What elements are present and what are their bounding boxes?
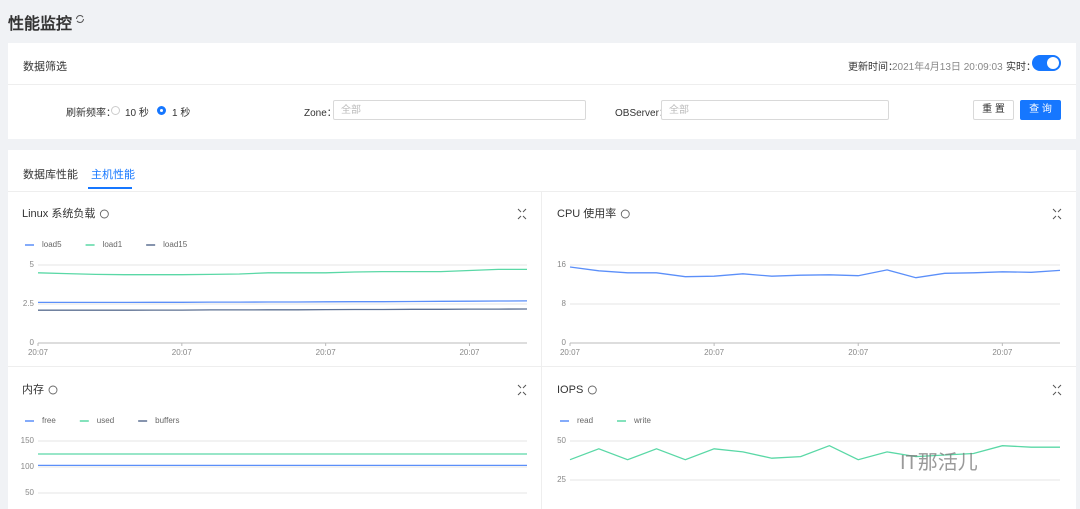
radio-label[interactable]: 10 秒 <box>125 108 149 119</box>
y-tick-label: 0 <box>562 338 567 347</box>
x-tick-label: 20:07 <box>560 348 581 357</box>
content-panel: 数据库性能 主机性能 <box>8 150 1076 509</box>
expand-icon[interactable] <box>517 384 527 396</box>
legend-label: load5 <box>42 240 62 249</box>
radio[interactable] <box>111 106 120 115</box>
radio-selected[interactable] <box>157 106 166 115</box>
chart-title: IOPS <box>557 384 583 396</box>
divider <box>8 191 1076 192</box>
reset-button[interactable]: 重 置 <box>973 100 1014 120</box>
filter-title: 数据筛选 <box>23 61 67 73</box>
zone-select[interactable]: 全部 <box>333 100 586 120</box>
realtime-label: 实时： <box>1006 62 1036 73</box>
x-tick-label: 20:07 <box>704 348 725 357</box>
y-tick-label: 150 <box>21 436 35 445</box>
x-tick-label: 20:07 <box>459 348 480 357</box>
x-tick-label: 20:07 <box>848 348 869 357</box>
chart-title: CPU 使用率 <box>557 206 616 220</box>
filter-panel: 数据筛选 更新时间： 2021年4月13日 20:09:03 实时： 刷新频率：… <box>8 43 1076 139</box>
chart-panel: IOPSreadwrite02550 <box>557 384 1062 484</box>
expand-icon[interactable] <box>1052 384 1062 396</box>
divider <box>8 84 1076 85</box>
y-tick-label: 0 <box>30 338 35 347</box>
tab-ink <box>88 187 132 189</box>
legend-label: load15 <box>163 240 188 249</box>
series-line <box>569 444 1060 461</box>
y-tick-label: 50 <box>25 488 34 497</box>
series-line <box>38 308 528 311</box>
y-tick-label: 25 <box>557 475 566 484</box>
series-line <box>37 268 527 276</box>
x-tick-label: 20:07 <box>992 348 1013 357</box>
radio-label[interactable]: 1 秒 <box>172 108 191 119</box>
help-icon <box>620 209 630 219</box>
legend-label: write <box>633 416 651 425</box>
refresh-label: 刷新频率： <box>66 108 116 119</box>
series-line <box>38 300 528 304</box>
expand-icon[interactable] <box>1052 208 1062 220</box>
help-icon <box>587 385 597 395</box>
observer-label: OBServer： <box>615 108 669 119</box>
chart-panel: CPU 使用率 0 8 16 20:07 20:07 20:07 20:07 <box>557 206 1062 357</box>
legend-label: load1 <box>103 240 123 249</box>
zone-label: Zone： <box>304 108 337 119</box>
expand-icon[interactable] <box>517 208 527 220</box>
x-tick-label: 20:07 <box>316 348 337 357</box>
legend-label: read <box>577 416 593 425</box>
tab[interactable]: 数据库性能 <box>23 169 78 181</box>
y-tick-label: 5 <box>30 260 35 269</box>
y-tick-label: 8 <box>562 299 567 308</box>
watermark: IT那活儿 <box>900 452 978 474</box>
chart-panel: 内存freeusedbuffers050100150 <box>21 382 527 497</box>
update-time: 2021年4月13日 20:09:03 <box>892 62 1003 73</box>
legend-label: buffers <box>155 416 179 425</box>
chart-title: Linux 系统负载 <box>22 206 95 220</box>
page-title: 性能监控 <box>8 16 73 33</box>
chart-panel: Linux 系统负载 load5 load1 load15 0 2.5 5 20:07 20:0… <box>22 206 528 357</box>
y-tick-label: 16 <box>557 260 566 269</box>
divider <box>8 366 1076 367</box>
help-icon <box>48 385 58 395</box>
divider <box>541 192 542 509</box>
y-tick-label: 2.5 <box>23 299 35 308</box>
legend-label: free <box>42 416 56 425</box>
realtime-toggle[interactable] <box>1032 55 1062 72</box>
help-icon <box>99 209 109 219</box>
chart-title: 内存 <box>22 382 44 396</box>
refresh-icon[interactable] <box>75 14 85 24</box>
observer-select[interactable]: 全部 <box>661 100 889 120</box>
x-tick-label: 20:07 <box>28 348 49 357</box>
update-label: 更新时间： <box>848 62 898 73</box>
y-tick-label: 100 <box>21 462 35 471</box>
tab-active[interactable]: 主机性能 <box>91 169 135 181</box>
series-line <box>569 266 1061 279</box>
x-tick-label: 20:07 <box>172 348 193 357</box>
legend-label: used <box>97 416 114 425</box>
query-button[interactable]: 查 询 <box>1020 100 1061 120</box>
y-tick-label: 50 <box>557 436 566 445</box>
